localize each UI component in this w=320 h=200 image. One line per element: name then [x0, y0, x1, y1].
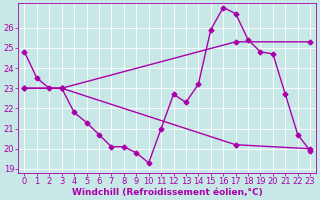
- X-axis label: Windchill (Refroidissement éolien,°C): Windchill (Refroidissement éolien,°C): [72, 188, 263, 197]
